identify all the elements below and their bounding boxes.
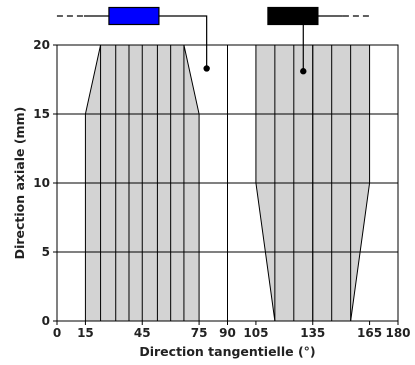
x-tick-label-45: 45 [134,326,151,340]
axis-ticks: 0 15 45 75 90 105 135 165 180 0 5 10 15 20 [33,38,410,340]
y-tick-label-5: 5 [42,245,50,259]
x-tick-label-75: 75 [191,326,208,340]
y-tick-label-20: 20 [33,38,50,52]
marker-2-leader-line [267,15,304,72]
x-tick-label-105: 105 [243,326,268,340]
x-tick-label-0: 0 [53,326,61,340]
x-tick-label-15: 15 [77,326,94,340]
y-tick-label-15: 15 [33,107,50,121]
y-tick-label-0: 0 [42,314,50,328]
markers [56,6,370,75]
x-tick-label-90: 90 [219,326,236,340]
x-tick-label-165: 165 [357,326,382,340]
x-axis-label: Direction tangentielle (°) [139,344,315,359]
x-tick-label-180: 180 [385,326,410,340]
y-axis-label: Direction axiale (mm) [12,107,27,260]
marker-1-leader-line [158,15,208,69]
marker-2 [300,68,307,75]
connector-1-box [108,6,160,26]
x-tick-label-135: 135 [300,326,325,340]
y-tick-label-10: 10 [33,176,50,190]
marker-1 [203,65,210,72]
